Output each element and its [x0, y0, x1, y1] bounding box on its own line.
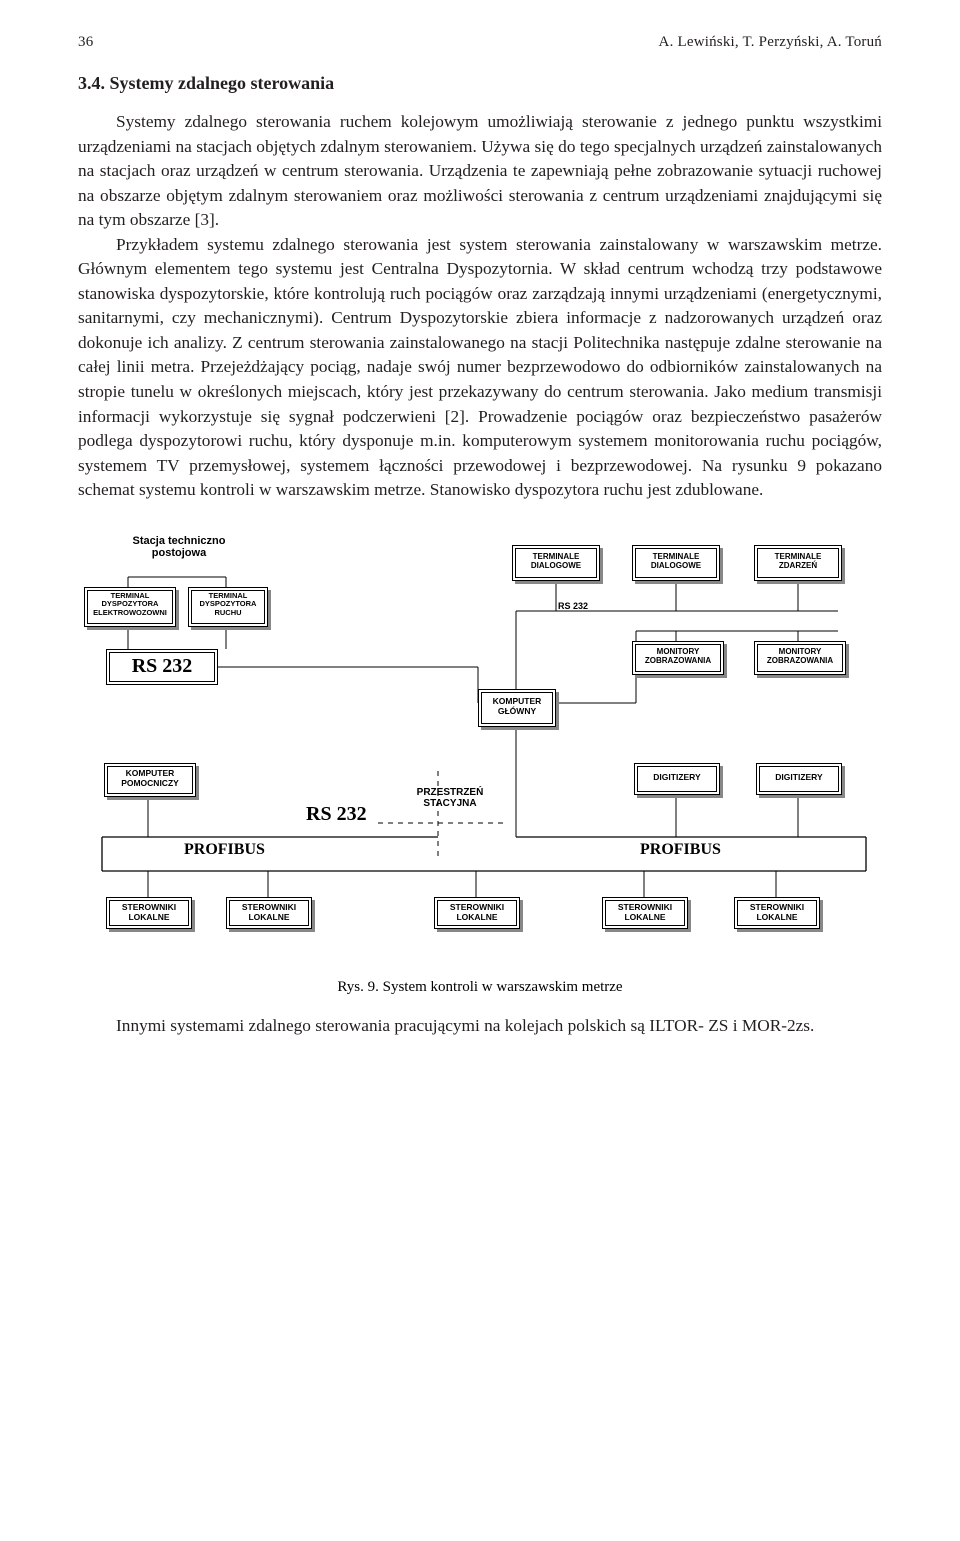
sterowniki-3-label: STEROWNIKILOKALNE — [435, 903, 519, 923]
profibus-left-label: PROFIBUS — [184, 841, 265, 859]
terminale-dialogowe-2-label: TERMINALEDIALOGOWE — [633, 552, 719, 570]
closing-paragraph: Innymi systemami zdalnego sterowania pra… — [78, 1014, 882, 1039]
rs232-mid-label: RS 232 — [306, 803, 367, 826]
terminale-zdarzen-label: TERMINALEZDARZEŃ — [755, 552, 841, 570]
rs232-left-label: RS 232 — [107, 655, 217, 678]
paragraph-1: Systemy zdalnego sterowania ruchem kolej… — [78, 110, 882, 233]
sterowniki-4-box: STEROWNIKILOKALNE — [602, 897, 688, 929]
monitory-1-box: MONITORYZOBRAZOWANIA — [632, 641, 724, 675]
diagram-canvas: Stacja technicznopostojowa TERMINALDYSPO… — [78, 531, 882, 971]
sterowniki-2-box: STEROWNIKILOKALNE — [226, 897, 312, 929]
figure-caption: Rys. 9. System kontroli w warszawskim me… — [78, 979, 882, 996]
monitory-1-label: MONITORYZOBRAZOWANIA — [633, 647, 723, 665]
digitizery-2-label: DIGITIZERY — [757, 773, 841, 783]
paragraph-2: Przykładem systemu zdalnego sterowania j… — [78, 233, 882, 503]
komputer-glowny-box: KOMPUTERGŁÓWNY — [478, 689, 556, 727]
sterowniki-3-box: STEROWNIKILOKALNE — [434, 897, 520, 929]
terminal-ruchu-box: TERMINALDYSPOZYTORARUCHU — [188, 587, 268, 627]
terminal-elektrowozowni-label: TERMINALDYSPOZYTORAELEKTROWOZOWNI — [85, 592, 175, 618]
section-title: Systemy zdalnego sterowania — [110, 73, 335, 93]
sterowniki-2-label: STEROWNIKILOKALNE — [227, 903, 311, 923]
body-text: Systemy zdalnego sterowania ruchem kolej… — [78, 110, 882, 503]
rs232-left-box: RS 232 — [106, 649, 218, 685]
digitizery-1-label: DIGITIZERY — [635, 773, 719, 783]
rs232-small-label: RS 232 — [558, 601, 588, 611]
komputer-pomocniczy-label: KOMPUTERPOMOCNICZY — [105, 769, 195, 789]
running-head: 36 A. Lewiński, T. Perzyński, A. Toruń — [78, 34, 882, 51]
terminal-ruchu-label: TERMINALDYSPOZYTORARUCHU — [189, 592, 267, 618]
komputer-pomocniczy-box: KOMPUTERPOMOCNICZY — [104, 763, 196, 797]
digitizery-1-box: DIGITIZERY — [634, 763, 720, 795]
digitizery-2-box: DIGITIZERY — [756, 763, 842, 795]
terminale-dialogowe-2-box: TERMINALEDIALOGOWE — [632, 545, 720, 581]
figure-9: Stacja technicznopostojowa TERMINALDYSPO… — [78, 531, 882, 996]
monitory-2-label: MONITORYZOBRAZOWANIA — [755, 647, 845, 665]
section-heading: 3.4. Systemy zdalnego sterowania — [78, 73, 882, 94]
terminale-zdarzen-box: TERMINALEZDARZEŃ — [754, 545, 842, 581]
sterowniki-5-box: STEROWNIKILOKALNE — [734, 897, 820, 929]
page-number: 36 — [78, 34, 93, 51]
section-number: 3.4. — [78, 73, 105, 93]
terminale-dialogowe-1-box: TERMINALEDIALOGOWE — [512, 545, 600, 581]
sterowniki-1-label: STEROWNIKILOKALNE — [107, 903, 191, 923]
page: 36 A. Lewiński, T. Perzyński, A. Toruń 3… — [0, 0, 960, 1078]
profibus-right-label: PROFIBUS — [640, 841, 721, 859]
running-authors: A. Lewiński, T. Perzyński, A. Toruń — [659, 34, 882, 51]
stacja-label: Stacja technicznopostojowa — [114, 535, 244, 559]
terminal-elektrowozowni-box: TERMINALDYSPOZYTORAELEKTROWOZOWNI — [84, 587, 176, 627]
terminale-dialogowe-1-label: TERMINALEDIALOGOWE — [513, 552, 599, 570]
komputer-glowny-label: KOMPUTERGŁÓWNY — [479, 697, 555, 717]
monitory-2-box: MONITORYZOBRAZOWANIA — [754, 641, 846, 675]
sterowniki-1-box: STEROWNIKILOKALNE — [106, 897, 192, 929]
closing-paragraph-wrap: Innymi systemami zdalnego sterowania pra… — [78, 1014, 882, 1039]
sterowniki-4-label: STEROWNIKILOKALNE — [603, 903, 687, 923]
stacja-label-text: Stacja technicznopostojowa — [133, 535, 226, 559]
przestrzen-label: PRZESTRZEŃSTACYJNA — [400, 787, 500, 809]
sterowniki-5-label: STEROWNIKILOKALNE — [735, 903, 819, 923]
